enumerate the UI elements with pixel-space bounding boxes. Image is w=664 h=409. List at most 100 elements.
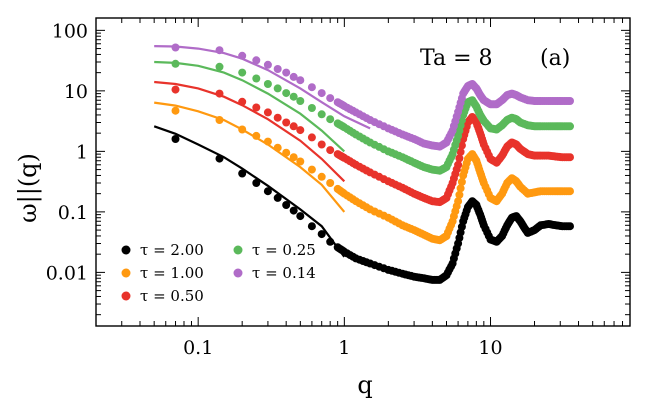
data-point (395, 268, 403, 277)
data-point (273, 65, 282, 73)
data-point (317, 110, 326, 119)
data-point (307, 83, 316, 92)
data-point (447, 182, 456, 191)
data-point (215, 154, 224, 163)
legend-label: τ = 0.14 (252, 264, 316, 282)
annotation-param: Ta = 8 (420, 46, 493, 71)
data-point (307, 104, 316, 112)
data-point (457, 222, 466, 231)
data-point (452, 136, 461, 145)
data-point (282, 89, 291, 98)
legend-label: τ = 0.25 (252, 241, 316, 259)
y-tick-label: 0.01 (46, 262, 88, 284)
data-point (452, 244, 461, 253)
data-point (379, 175, 388, 184)
data-point (171, 106, 180, 115)
plot-area-frame (95, 17, 631, 327)
data-point (263, 137, 272, 146)
data-point (362, 258, 371, 267)
data-point (447, 262, 456, 271)
data-point (289, 206, 298, 215)
data-point (289, 72, 298, 81)
data-point (307, 222, 316, 231)
data-point (273, 193, 282, 202)
data-point (326, 146, 335, 155)
legend-item-5: τ = 0.14 (233, 264, 316, 282)
data-point (379, 122, 388, 131)
data-point (273, 143, 282, 152)
data-point (273, 84, 282, 93)
series-5 (154, 43, 574, 151)
data-point (349, 195, 357, 204)
data-point (296, 126, 305, 135)
data-point (263, 80, 272, 88)
data-point (379, 264, 388, 273)
data-point (395, 182, 403, 191)
axis-layer: 0.1 1 10 0.01 0.1 1 10 100 (46, 18, 631, 359)
data-point (263, 60, 272, 69)
data-point (447, 129, 456, 138)
data-point (307, 165, 316, 174)
y-axis-label: ω||(q) (14, 153, 43, 223)
data-point (296, 97, 305, 105)
data-point (452, 165, 461, 174)
data-point (564, 97, 573, 105)
data-point (296, 157, 305, 166)
data-point (317, 140, 326, 149)
panel-label: (a) (540, 46, 570, 71)
data-point (456, 184, 465, 193)
data-point (296, 212, 305, 221)
data-point (317, 230, 326, 239)
data-point (362, 166, 371, 175)
series-4 (154, 59, 574, 175)
legend: τ = 2.00 τ = 1.00 τ = 0.50 τ = 0.25 τ = 0.14 (121, 241, 316, 305)
legend-label: τ = 1.00 (140, 264, 204, 282)
data-point (455, 154, 464, 163)
data-point (263, 108, 272, 117)
legend-label: τ = 2.00 (140, 241, 204, 259)
data-point (457, 177, 466, 186)
data-point (452, 202, 461, 211)
data-point (447, 153, 456, 162)
series-3 (154, 80, 574, 207)
series-2 (154, 101, 574, 245)
legend-item-2: τ = 1.00 (121, 264, 204, 282)
data-point (238, 169, 247, 178)
data-point (215, 62, 224, 71)
data-point (349, 106, 357, 115)
legend-marker (121, 245, 131, 255)
x-tick-label: 10 (478, 337, 502, 359)
data-point (326, 179, 335, 187)
data-point (273, 113, 282, 122)
data-point (362, 203, 371, 212)
plot-frame (95, 17, 631, 327)
data-point (289, 153, 298, 162)
data-point (395, 219, 403, 228)
data-point (564, 122, 573, 131)
y-tick-label: 1 (76, 141, 88, 163)
legend-label: τ = 0.50 (140, 287, 204, 305)
data-point (564, 187, 573, 196)
data-point (282, 118, 291, 127)
legend-item-1: τ = 2.00 (121, 241, 204, 259)
data-point (215, 46, 224, 55)
data-point (317, 89, 326, 98)
data-point (171, 43, 180, 52)
data-point (215, 89, 224, 98)
data-point (455, 190, 464, 199)
data-point (282, 148, 291, 157)
data-point (326, 94, 335, 103)
fit-line-series-3 (154, 80, 346, 183)
data-point (296, 76, 305, 85)
fit-line-series-2 (154, 101, 346, 213)
data-point (171, 59, 180, 68)
series-1 (153, 125, 574, 284)
data-point (395, 151, 403, 160)
data-point (379, 145, 388, 154)
fit-line-series-1 (153, 125, 346, 258)
data-point (478, 176, 487, 185)
fit-line-series-4 (154, 60, 346, 153)
data-point (362, 114, 371, 123)
data-point (171, 135, 180, 143)
